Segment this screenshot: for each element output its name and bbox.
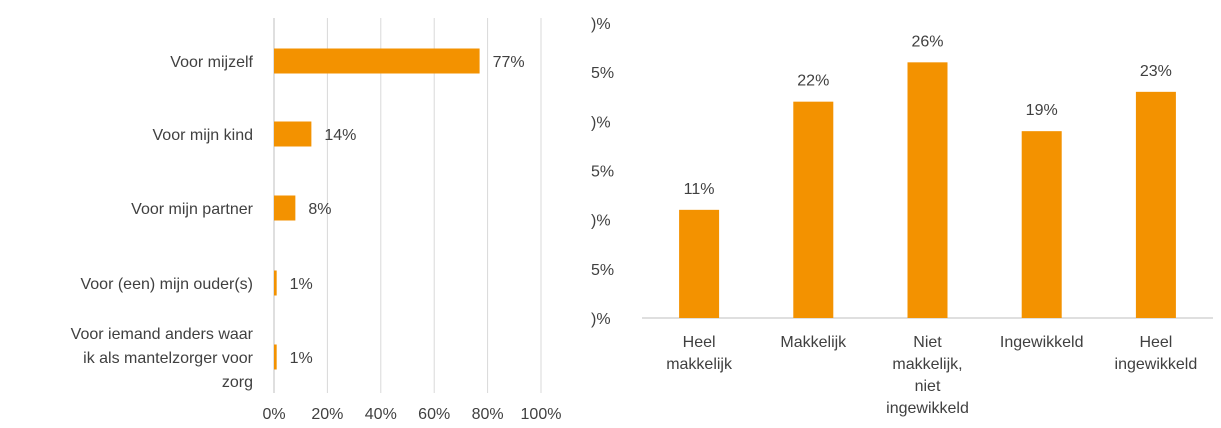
x-tick-label: 20% [311, 406, 343, 423]
data-label: 1% [290, 276, 313, 293]
category-label: ingewikkeld [1115, 356, 1198, 373]
data-label: 14% [324, 127, 356, 144]
x-tick-label: 0% [262, 406, 285, 423]
bar [1135, 91, 1176, 318]
data-label: 26% [911, 33, 943, 50]
chart-left: 0% 20% 40% 60% 80% 100% 77% Voor mijzelf 14% Voor… [71, 18, 562, 423]
category-label: Voor iemand anders waar [71, 326, 254, 343]
bar [274, 195, 296, 221]
y-tick-label: 5% [591, 65, 614, 82]
bar [1021, 131, 1062, 318]
y-tick-label: )% [591, 114, 611, 131]
bar [793, 101, 834, 319]
category-label: Heel [683, 334, 716, 351]
data-label: 77% [493, 54, 525, 71]
category-label: Voor mijn kind [153, 127, 254, 144]
x-tick-label: 100% [521, 406, 562, 423]
chart-right: )% 5%)% 5%)% 5%)% 11% Heel makkelijk 22% Makkeli… [591, 16, 1213, 417]
data-label: 11% [684, 181, 715, 198]
data-label: 19% [1026, 102, 1058, 119]
category-label: makkelijk, [892, 356, 962, 373]
category-label: Heel [1139, 334, 1172, 351]
category-label: Voor (een) mijn ouder(s) [80, 276, 253, 293]
data-label: 23% [1140, 63, 1172, 80]
data-label: 22% [797, 73, 829, 90]
category-label: ik als mantelzorger voor [83, 350, 254, 367]
category-label: Voor mijzelf [170, 54, 253, 71]
bar [274, 270, 277, 296]
y-tick-label: )% [591, 311, 611, 328]
category-label: Makkelijk [780, 334, 847, 351]
data-label: 1% [290, 350, 313, 367]
bar [274, 48, 480, 74]
category-label: makkelijk [666, 356, 733, 373]
y-tick-label: )% [591, 16, 611, 33]
bar [274, 344, 277, 370]
x-tick-label: 40% [365, 406, 397, 423]
bar [274, 121, 312, 147]
category-label: ingewikkeld [886, 400, 969, 417]
data-label: 8% [308, 201, 331, 218]
x-tick-label: 60% [418, 406, 450, 423]
category-label: Ingewikkeld [1000, 334, 1084, 351]
bar [679, 209, 720, 318]
x-tick-label: 80% [472, 406, 504, 423]
y-tick-label: 5% [591, 164, 614, 181]
category-label: Niet [913, 334, 942, 351]
category-label: niet [915, 378, 941, 395]
category-label: zorg [222, 374, 253, 391]
category-label: Voor mijn partner [131, 201, 254, 218]
bar [907, 62, 948, 319]
y-tick-label: )% [591, 213, 611, 230]
y-tick-label: 5% [591, 262, 614, 279]
